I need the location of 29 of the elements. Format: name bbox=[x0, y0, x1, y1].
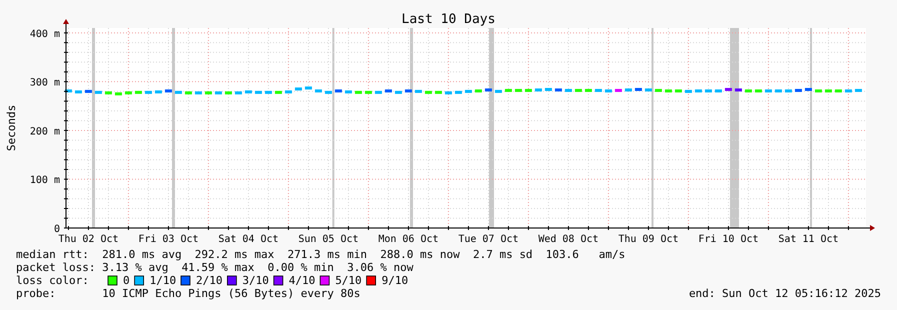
x-tick-label: Mon 06 Oct bbox=[378, 234, 439, 245]
chart-title: Last 10 Days bbox=[402, 12, 496, 27]
y-tick-label: 200 m bbox=[30, 126, 60, 138]
text: packet loss: 3.13 % avg 41.59 % max 0.00 % min 3.06 % now bbox=[16, 261, 414, 274]
x-tick-label: Fri 10 Oct bbox=[698, 234, 759, 245]
x-tick-label: Thu 09 Oct bbox=[618, 234, 679, 245]
text: end: Sun Oct 12 05:16:12 2025 bbox=[688, 287, 881, 300]
legend-label: 2/10 bbox=[196, 274, 222, 287]
y-tick-label: 300 m bbox=[30, 78, 60, 89]
legend-title: loss color: bbox=[16, 274, 89, 287]
x-tick-label: Sat 11 Oct bbox=[778, 234, 839, 245]
y-tick-label: 0 bbox=[54, 224, 60, 235]
y-axis-title: Seconds bbox=[5, 104, 18, 152]
legend-label: 9/10 bbox=[382, 274, 408, 287]
legend-label: 3/10 bbox=[242, 274, 269, 287]
x-tick-label: Tue 07 Oct bbox=[458, 234, 519, 245]
legend-label: 4/10 bbox=[288, 274, 316, 287]
y-tick-label: 400 m bbox=[30, 28, 60, 40]
x-tick-label: Sun 05 Oct bbox=[298, 234, 359, 245]
legend-label: 5/10 bbox=[335, 274, 362, 287]
x-tick-label: Sat 04 Oct bbox=[218, 234, 279, 245]
text: median rtt: 281.0 ms avg 292.2 ms max 271.3 ms min 288.0 ms now 2.7 ms sd 103.6 am/s bbox=[16, 248, 626, 261]
x-tick-label: Thu 02 Oct bbox=[58, 234, 119, 245]
y-tick-label: 100 m bbox=[30, 175, 60, 186]
legend-label: 1/10 bbox=[150, 274, 176, 287]
x-tick-label: Wed 08 Oct bbox=[538, 234, 599, 245]
legend-label: 0 bbox=[123, 274, 130, 287]
x-tick-label: Fri 03 Oct bbox=[138, 234, 199, 245]
text: probe: 10 ICMP Echo Pings (56 Bytes) every 80s bbox=[16, 287, 360, 300]
